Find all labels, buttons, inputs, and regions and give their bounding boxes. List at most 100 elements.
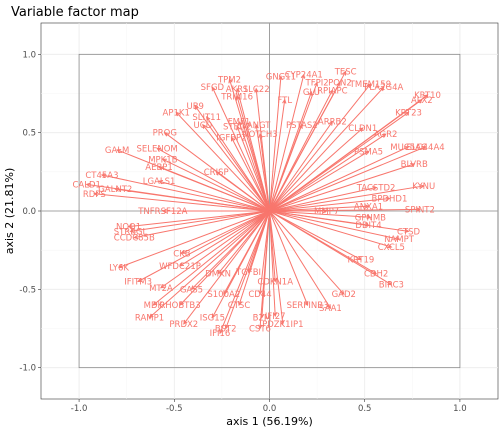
variable-arrowhead [156, 147, 162, 152]
variable-arrowhead [278, 75, 283, 81]
y-tick-label: 1.0 [22, 50, 36, 60]
variable-arrowhead [385, 196, 391, 201]
variable-label: TMEM159 [349, 80, 391, 90]
variable-arrowhead [237, 300, 243, 307]
variable-arrow [269, 197, 390, 212]
variable-arrow [156, 147, 270, 212]
variable-arrow [269, 151, 369, 212]
variable-arrow [269, 210, 309, 306]
variable-label: FMF1 [228, 118, 251, 128]
variable-arrowhead [190, 285, 196, 291]
variable-label: TFPI2 [305, 79, 329, 89]
variable-arrow [269, 210, 400, 240]
variable-arrowhead [364, 204, 370, 209]
variable-arrowhead [152, 301, 158, 306]
variable-arrow [259, 210, 270, 329]
variable-arrowhead [416, 207, 422, 212]
variable-arrowhead [258, 290, 263, 296]
variable-arrowhead [254, 123, 259, 129]
variable-arrow [259, 210, 270, 295]
variable-arrowhead [308, 90, 313, 96]
variable-label: GALM [105, 146, 129, 156]
variable-arrow [269, 86, 385, 212]
variable-label: TGFBI [235, 268, 261, 278]
variable-arrow [162, 158, 270, 212]
variable-arrow [179, 210, 270, 267]
variable-label: PLA2G4A [364, 83, 403, 93]
variable-label: NAMPT [384, 235, 415, 245]
variable-label: PSTAS2 [286, 121, 318, 131]
variable-label: GNG11 [266, 72, 296, 82]
variable-arrow [128, 210, 270, 228]
variable-arrow [211, 87, 270, 212]
variable-arrowhead [137, 277, 143, 283]
variable-arrowhead [272, 277, 278, 283]
variable-label: CDH2 [364, 270, 388, 280]
variable-arrowhead [133, 234, 139, 240]
variable-arrow [269, 146, 426, 212]
variable-label: TACSTD2 [356, 184, 396, 194]
variable-arrow [269, 210, 377, 275]
variable-label: CRISP [204, 168, 229, 178]
variable-arrowhead [194, 105, 199, 111]
variable-arrow [269, 210, 392, 248]
variable-label: TPM2 [217, 75, 241, 85]
variable-arrow [259, 134, 270, 212]
variable-arrowhead [387, 243, 393, 249]
variable-arrow [269, 111, 409, 212]
variable-arrow [115, 188, 270, 212]
variable-arrowhead [236, 125, 241, 131]
y-tick-label: -1.0 [19, 364, 36, 374]
variable-label: MPK1B [148, 155, 177, 165]
variable-arrow [269, 94, 428, 212]
variable-arrowhead [235, 95, 241, 101]
variable-label: SELENOM [137, 144, 178, 154]
variable-arrowhead [272, 312, 278, 318]
variable-label: SLC44A4 [407, 143, 445, 153]
variable-arrow [238, 121, 270, 212]
variable-label: GALNT2 [98, 185, 132, 195]
variable-label: UCD [194, 121, 213, 131]
variable-arrowhead [217, 269, 222, 275]
variable-arrowhead [410, 162, 416, 168]
variable-arrow [149, 210, 270, 318]
variable-arrow [269, 127, 364, 212]
variable-label: MMP7 [314, 207, 339, 217]
variable-label: SAA1 [319, 304, 342, 314]
variable-arrow [269, 210, 371, 218]
variable-label: WFDC21P [159, 262, 201, 272]
variable-arrowhead [211, 86, 216, 92]
variable-label: IFI27 [265, 312, 286, 322]
variable-arrow [269, 210, 362, 261]
variable-arrow [269, 133, 386, 212]
y-axis-title: axis 2 (21.81%) [3, 168, 16, 255]
chart-title: Variable factor map [11, 5, 139, 20]
variable-label: BST2 [215, 325, 237, 335]
x-axis-title: axis 1 (56.19%) [226, 415, 313, 428]
variable-arrowhead [206, 116, 211, 122]
variable-label: PROG [153, 129, 177, 139]
variable-arrowhead [328, 120, 333, 126]
variable-arrowhead [387, 281, 393, 286]
variable-arrowhead [160, 284, 165, 289]
variable-arrowhead [421, 146, 427, 151]
variable-arrowhead [116, 149, 122, 154]
variable-arrow [236, 126, 270, 212]
variable-label: IGFBP2 [216, 133, 246, 143]
variable-arrowhead [258, 324, 263, 330]
variable-label: LANGT [242, 121, 271, 131]
variable-arrowhead [157, 166, 164, 171]
variable-label: CALD1 [72, 180, 100, 190]
variable-label: UB9 [187, 102, 204, 112]
variable-label: SLC22 [243, 85, 270, 95]
x-tick-label: -0.5 [166, 404, 183, 414]
variable-arrowhead [282, 98, 287, 104]
variable-label: TRIM16 [220, 93, 253, 103]
variable-label: PDZK1IP1 [262, 320, 304, 330]
variable-label: AEBP1 [145, 163, 173, 173]
variable-arrowhead [179, 301, 184, 306]
variable-arrowhead [179, 262, 185, 267]
variable-label: KRT19 [347, 256, 374, 266]
variable-label: MT2A [149, 284, 173, 294]
variable-arrowhead [394, 236, 401, 241]
